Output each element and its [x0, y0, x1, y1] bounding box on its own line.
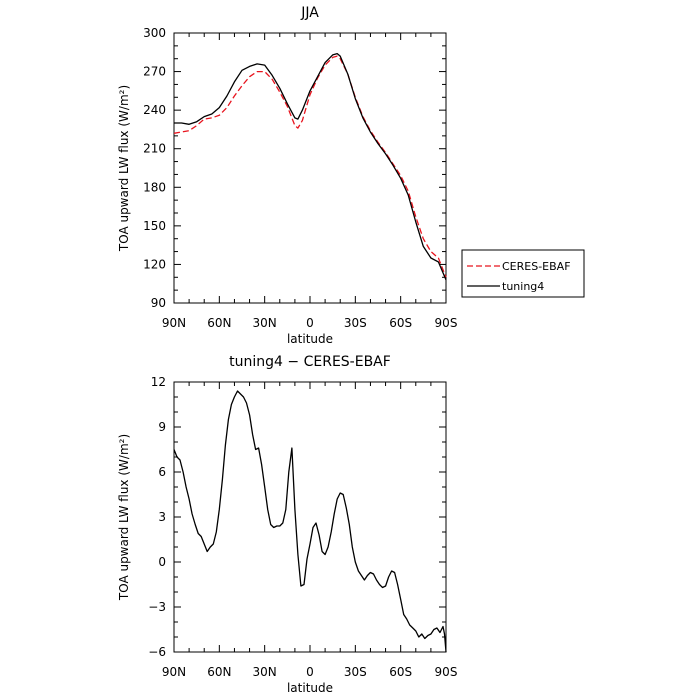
x-axis-label: latitude — [287, 681, 333, 695]
y-tick-label: 270 — [143, 65, 166, 79]
y-tick-label: 210 — [143, 142, 166, 156]
panel-bottom-difference: −6 −3 0 3 6 9 12 90N 60N 30N 0 30S 60S 90S tuning4 − C… — [117, 354, 457, 695]
y-tick-label: 150 — [143, 219, 166, 233]
panel-top-jja: 90 120 150 180 210 240 270 300 90N 60N 30N 0 30S 60S 9… — [117, 5, 585, 346]
y-tick-label: 9 — [158, 420, 166, 434]
y-tick-label: 90 — [151, 296, 166, 310]
y-tick-label: 3 — [158, 510, 166, 524]
plot-frame — [173, 381, 447, 653]
x-tick-label: 90N — [162, 665, 186, 679]
x-tick-label: 60S — [389, 665, 412, 679]
y-tick-label: 12 — [151, 375, 166, 389]
legend-label: CERES-EBAF — [502, 260, 571, 273]
y-tick-label: −3 — [148, 600, 166, 614]
y-tick-label: 6 — [158, 465, 166, 479]
x-tick-label: 60S — [389, 316, 412, 330]
x-tick-label: 90N — [162, 316, 186, 330]
series-line-0 — [173, 390, 447, 653]
chart-title: tuning4 − CERES-EBAF — [229, 354, 391, 370]
series-line-ceres-ebaf — [173, 55, 447, 278]
x-tick-label: 0 — [306, 316, 314, 330]
y-tick-label: −6 — [148, 645, 166, 659]
x-tick-label: 30S — [344, 665, 367, 679]
x-tick-label: 90S — [435, 665, 458, 679]
chart-title: JJA — [300, 5, 319, 21]
plot-frame — [173, 32, 447, 304]
y-axis-label: TOA upward LW flux (W/m²) — [117, 85, 131, 252]
y-tick-label: 120 — [143, 257, 166, 271]
x-tick-label: 30N — [253, 316, 277, 330]
x-tick-label: 30N — [253, 665, 277, 679]
series-line-tuning4 — [174, 52, 447, 281]
legend-label: tuning4 — [502, 280, 544, 293]
y-tick-label: 180 — [143, 180, 166, 194]
x-tick-label: 90S — [435, 316, 458, 330]
x-axis-label: latitude — [287, 332, 333, 346]
x-tick-label: 60N — [207, 665, 231, 679]
y-axis-label: TOA upward LW flux (W/m²) — [117, 434, 131, 601]
x-tick-label: 60N — [207, 316, 231, 330]
legend-box — [461, 249, 585, 298]
x-tick-label: 30S — [344, 316, 367, 330]
y-tick-label: 240 — [143, 103, 166, 117]
y-tick-label: 300 — [143, 26, 166, 40]
legend: CERES-EBAF tuning4 — [461, 249, 585, 298]
x-tick-label: 0 — [306, 665, 314, 679]
y-tick-label: 0 — [158, 555, 166, 569]
